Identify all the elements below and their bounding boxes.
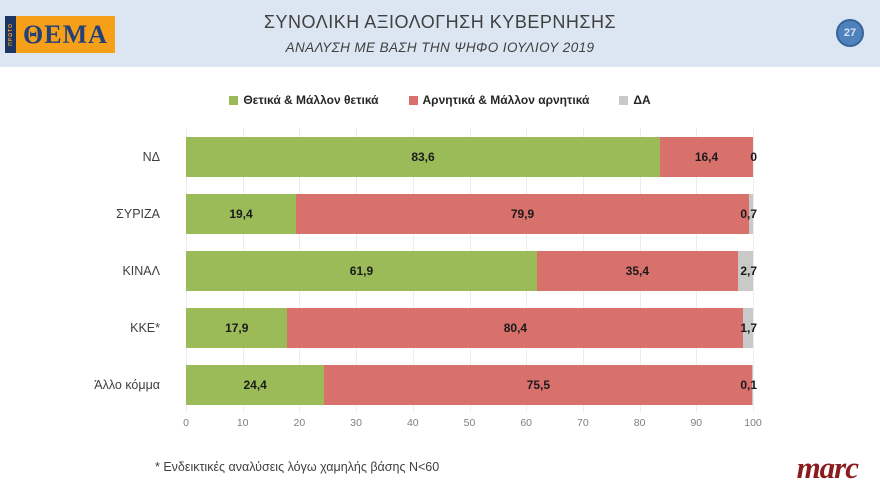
legend-label: Θετικά & Μάλλον θετικά — [243, 93, 379, 107]
x-axis-tick: 10 — [236, 417, 249, 429]
bar-track: 24,4 75,5 0,1 — [186, 364, 757, 405]
marc-logo: marc — [796, 450, 859, 485]
x-axis-tick: 80 — [633, 417, 646, 429]
legend-swatch-icon — [408, 95, 418, 105]
category-label: ΣΥΡΙΖΑ — [116, 206, 160, 221]
bar-segment: 80,4 — [287, 307, 744, 348]
chart-legend: Θετικά & Μάλλον θετικά Αρνητικά & Μάλλον … — [0, 93, 880, 107]
legend-swatch-icon — [619, 95, 629, 105]
bar-segment: 24,4 — [186, 364, 325, 405]
category-label: ΚΙΝΑΛ — [122, 263, 160, 278]
chart-row: Άλλο κόμμα 24,4 75,5 0,1 — [94, 356, 757, 413]
bar-segment: 17,9 — [186, 307, 288, 348]
value-label: 17,9 — [225, 320, 249, 335]
x-axis-tick: 30 — [350, 417, 362, 429]
bar-segment: 79,9 — [295, 193, 750, 234]
value-label: 61,9 — [349, 263, 374, 278]
x-axis-tick: 60 — [520, 417, 533, 429]
legend-item: Αρνητικά & Μάλλον αρνητικά — [408, 93, 590, 107]
x-axis-tick: 20 — [293, 417, 306, 429]
value-label: 35,4 — [625, 263, 649, 278]
bar-segment: 35,4 — [536, 250, 738, 291]
bar-segment: 16,4 — [660, 136, 753, 177]
value-label: 16,4 — [694, 149, 719, 164]
chart-row: ΝΔ 83,6 16,4 0 — [143, 128, 757, 185]
legend-swatch-icon — [229, 95, 239, 105]
bar-segment: 19,4 — [186, 193, 296, 234]
bar-segment — [752, 364, 753, 405]
legend-item: ΔΑ — [619, 93, 651, 107]
chart-row: ΚΙΝΑΛ 61,9 35,4 2,7 — [122, 242, 757, 299]
chart-plot-area: ΝΔ 83,6 16,4 0 ΣΥΡΙΖΑ 19,4 79,9 0,7 ΚΙΝΑΛ 61,9 35,… — [94, 128, 757, 413]
bar-segment — [749, 193, 753, 234]
bar-track: 19,4 79,9 0,7 — [186, 193, 757, 234]
page-title: ΣΥΝΟΛΙΚΗ ΑΞΙΟΛΟΓΗΣΗ ΚΥΒΕΡΝΗΣΗΣ — [263, 12, 617, 32]
value-label: 80,4 — [503, 320, 528, 335]
gridline — [753, 128, 754, 412]
bar-track: 61,9 35,4 2,7 — [186, 250, 757, 291]
value-label: 24,4 — [243, 377, 267, 392]
legend-label: ΔΑ — [633, 93, 651, 107]
x-axis-tick: 90 — [690, 417, 703, 429]
bar-track: 83,6 16,4 0 — [186, 136, 757, 177]
x-axis-tick: 0 — [183, 417, 189, 429]
value-label: 19,4 — [229, 206, 253, 221]
header-band: ΠΡΩΤΟ ΘΕΜΑ ΣΥΝΟΛΙΚΗ ΑΞΙΟΛΟΓΗΣΗ ΚΥΒΕΡΝΗΣΗ… — [0, 0, 880, 67]
value-label: 79,9 — [510, 206, 535, 221]
bar-segment: 61,9 — [186, 250, 537, 291]
x-axis-tick: 70 — [577, 417, 589, 429]
da-value-label: 1,7 — [740, 320, 757, 335]
da-value-label: 0,1 — [740, 377, 757, 392]
legend-label: Αρνητικά & Μάλλον αρνητικά — [422, 93, 590, 107]
logo-text: ΘΕΜΑ — [23, 19, 108, 49]
category-label: ΚΚΕ* — [130, 320, 160, 335]
chart-rows: ΝΔ 83,6 16,4 0 ΣΥΡΙΖΑ 19,4 79,9 0,7 ΚΙΝΑΛ 61,9 35,… — [94, 128, 757, 413]
chart-row: ΣΥΡΙΖΑ 19,4 79,9 0,7 — [116, 185, 757, 242]
slide-number-badge: 27 — [836, 19, 864, 47]
page-subtitle: ΑΝΑΛΥΣΗ ΜΕ ΒΑΣΗ ΤΗΝ ΨΗΦΟ ΙΟΥΛΙΟΥ 2019 — [285, 40, 595, 55]
bar-segment — [743, 307, 753, 348]
bar-track: 17,9 80,4 1,7 — [186, 307, 757, 348]
x-axis-tick: 100 — [744, 417, 762, 429]
x-axis-tick: 40 — [406, 417, 419, 429]
title-block: ΣΥΝΟΛΙΚΗ ΑΞΙΟΛΟΓΗΣΗ ΚΥΒΕΡΝΗΣΗΣ ΑΝΑΛΥΣΗ Μ… — [0, 0, 880, 55]
proto-thema-logo: ΠΡΩΤΟ ΘΕΜΑ — [5, 16, 115, 53]
x-axis-tick: 50 — [463, 417, 476, 429]
da-value-label: 0,7 — [740, 206, 757, 221]
value-label: 75,5 — [526, 377, 551, 392]
bar-segment: 83,6 — [186, 136, 660, 177]
logo-vertical-strip: ΠΡΩΤΟ — [5, 16, 16, 53]
da-value-label: 2,7 — [740, 263, 757, 278]
da-value-label: 0 — [750, 149, 757, 164]
value-label: 83,6 — [411, 149, 435, 164]
bar-segment — [737, 250, 753, 291]
category-label: Άλλο κόμμα — [94, 377, 160, 392]
category-label: ΝΔ — [142, 149, 160, 164]
x-axis: 0 10 20 30 40 50 60 70 80 90 100 — [183, 417, 762, 433]
legend-item: Θετικά & Μάλλον θετικά — [229, 93, 379, 107]
chart-row: ΚΚΕ* 17,9 80,4 1,7 — [130, 299, 757, 356]
footnote: * Ενδεικτικές αναλύσεις λόγω χαμηλής βάσ… — [155, 460, 440, 474]
bar-segment: 75,5 — [324, 364, 753, 405]
